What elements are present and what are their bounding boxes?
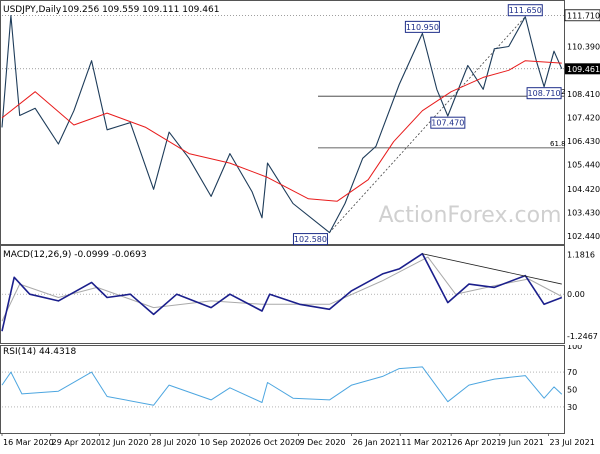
price-tick-110.390: 110.390 <box>567 43 600 52</box>
trend-line <box>329 16 526 233</box>
date-tick-3: 28 Jul 2020 <box>151 438 196 447</box>
macd-frame <box>0 245 565 344</box>
date-tick-8: 11 Mar 2021 <box>401 438 452 447</box>
date-tick-10: 9 Jun 2021 <box>501 438 544 447</box>
rsi-title: RSI(14) 44.4318 <box>3 347 76 357</box>
rsi-tick-70: 70 <box>567 368 577 377</box>
price-chart: USDJPY,Daily 109.256 109.559 109.111 109… <box>0 0 600 246</box>
date-tick-5: 26 Oct 2020 <box>251 438 300 447</box>
rsi-tick-30: 30 <box>567 403 577 412</box>
fib-label-61.8: 61.8 <box>550 140 566 148</box>
price-tick-102.440: 102.440 <box>567 232 600 241</box>
price-frame <box>0 0 565 245</box>
price-tick-104.420: 104.420 <box>567 185 600 194</box>
macd-signal-series <box>1 256 563 322</box>
date-tick-7: 26 Jan 2021 <box>353 438 401 447</box>
macd-title: MACD(12,26,9) -0.0999 -0.0693 <box>3 250 147 260</box>
price-series <box>1 14 563 234</box>
moving-average-series <box>1 60 562 202</box>
macd-series <box>1 252 563 332</box>
price-tick-108.410: 108.410 <box>567 90 600 99</box>
rsi-tick-100: 100 <box>567 345 582 351</box>
ohlc-header: 109.256 109.559 109.111 109.461 <box>62 5 219 15</box>
date-tick-1: 29 Apr 2020 <box>52 438 101 447</box>
date-tick-6: 9 Dec 2020 <box>299 438 345 447</box>
annotation-box-110.950 <box>404 20 440 33</box>
date-tick-9: 26 Apr 2021 <box>452 438 501 447</box>
rsi-tick-50: 50 <box>567 386 577 395</box>
macd-panel: MACD(12,26,9) -0.0999 -0.0693 1.1816 0.00… <box>0 245 600 345</box>
annotation-label-110.950: 110.950 <box>406 23 439 32</box>
date-tick-2: 12 Jun 2020 <box>100 438 148 447</box>
price-title: USDJPY,Daily <box>3 5 62 15</box>
annotation-label-107.470: 107.470 <box>431 119 464 128</box>
price-tick-107.420: 107.420 <box>567 113 600 122</box>
annotation-label-111.650: 111.650 <box>509 6 542 15</box>
price-tick-109.461: 109.461 <box>567 65 600 74</box>
annotation-label-102.580: 102.580 <box>294 235 327 244</box>
price-tick-106.430: 106.430 <box>567 137 600 146</box>
macd-chart: MACD(12,26,9) -0.0999 -0.0693 1.1816 0.00… <box>0 245 598 344</box>
high-price-tag <box>564 9 600 22</box>
price-panel: USDJPY,Daily 109.256 109.559 109.111 109… <box>0 0 600 246</box>
price-tick-111.710: 111.710 <box>567 11 600 20</box>
rsi-frame <box>0 345 565 434</box>
watermark: ActionForex.com <box>379 203 562 228</box>
date-tick-11: 23 Jul 2021 <box>550 438 595 447</box>
date-tick-0: 16 Mar 2020 <box>3 438 54 447</box>
macd-tick-0.00: 0.00 <box>567 290 585 299</box>
annotation-box-111.650 <box>507 4 543 17</box>
annotation-label-108.710: 108.710 <box>528 89 561 98</box>
annotation-box-102.580 <box>292 233 328 246</box>
price-tick-103.430: 103.430 <box>567 208 600 217</box>
rsi-series <box>1 366 563 406</box>
rsi-panel: RSI(14) 44.4318 100 70 50 30 16 Mar 2020 29 A… <box>0 342 600 450</box>
macd-trend-line <box>422 253 562 285</box>
price-tick-105.440: 105.440 <box>567 161 600 170</box>
annotation-box-108.710 <box>526 87 562 100</box>
macd-tick-1.1816: 1.1816 <box>567 250 595 259</box>
current-price-tag <box>565 63 600 75</box>
macd-tick--1.2467: -1.2467 <box>567 332 598 341</box>
date-tick-4: 10 Sep 2020 <box>200 438 251 447</box>
annotation-box-107.470 <box>430 116 466 129</box>
